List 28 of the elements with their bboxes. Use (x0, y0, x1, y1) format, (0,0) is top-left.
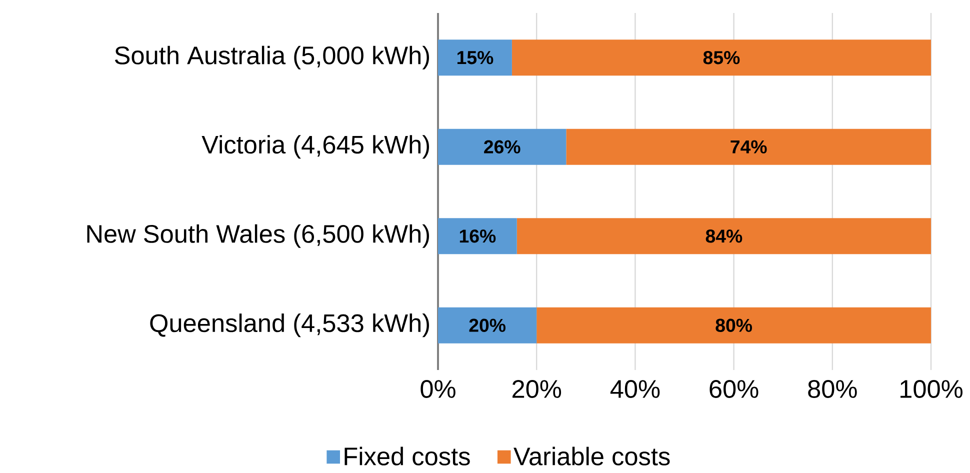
bar (438, 128, 566, 165)
data-label: 20% (469, 318, 506, 332)
x-tick-label: 80% (808, 380, 857, 398)
x-tick-label: 60% (710, 380, 758, 398)
bar (516, 218, 931, 254)
data-label: 15% (457, 51, 494, 64)
x-tick-label: 40% (610, 380, 660, 398)
y-tick-label: Queensland (4,533 kWh) (150, 314, 429, 338)
y-tick-label: South Australia (5,000 kWh) (114, 46, 429, 70)
legend-label: Fixed costs (344, 446, 470, 466)
y-tick-label: New South Wales (6,500 kWh) (87, 224, 429, 248)
bar (438, 218, 517, 254)
x-tick-label: 20% (512, 380, 562, 398)
data-label: 26% (484, 140, 520, 154)
x-tick-label: 0% (420, 380, 456, 398)
data-label: 74% (730, 140, 767, 154)
bar (566, 128, 931, 165)
data-label: 16% (460, 229, 496, 243)
data-label: 80% (716, 318, 752, 332)
y-tick-label: Victoria (4,645 kWh) (202, 135, 430, 159)
bar (438, 307, 537, 344)
data-label: 84% (706, 229, 742, 243)
bar (438, 40, 512, 76)
bar (536, 307, 931, 344)
legend-label: Variable costs (514, 446, 670, 466)
data-label: 85% (703, 50, 740, 64)
x-tick-label: 100% (900, 380, 962, 398)
bar (512, 40, 931, 76)
